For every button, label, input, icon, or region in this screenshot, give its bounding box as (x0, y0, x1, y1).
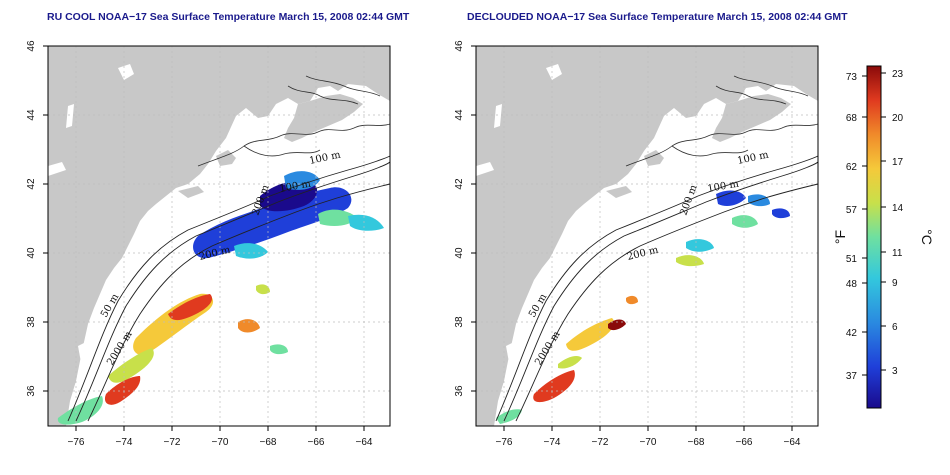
right-x-tick-label: −64 (784, 437, 801, 448)
left-y-tick-label: 40 (26, 247, 37, 259)
celsius-tick-label: 11 (892, 248, 903, 259)
left-x-tick-label: −70 (212, 437, 229, 448)
right-x-tick-label: −76 (496, 437, 513, 448)
fahrenheit-unit-label: °F (832, 230, 848, 244)
left-y-tick-label: 44 (26, 109, 37, 121)
fahrenheit-tick-label: 37 (846, 371, 858, 382)
left-x-tick-label: −66 (308, 437, 325, 448)
celsius-tick-label: 14 (892, 203, 904, 214)
celsius-tick-label: 17 (892, 157, 904, 168)
left-map-frame (47, 45, 391, 427)
right-x-tick-label: −74 (544, 437, 561, 448)
right-x-tick-label: −72 (592, 437, 609, 448)
right-y-tick-label: 46 (454, 40, 465, 52)
left-x-tick-label: −74 (116, 437, 133, 448)
right-y-tick-label: 40 (454, 247, 465, 259)
left-sst-overlay (57, 171, 384, 425)
celsius-tick-label: 23 (892, 69, 904, 80)
celsius-tick-label: 3 (892, 366, 898, 377)
fahrenheit-tick-label: 57 (846, 205, 858, 216)
right-tick-marks (471, 45, 793, 431)
right-x-tick-label: −70 (640, 437, 657, 448)
right-sst-overlay (496, 190, 790, 424)
fahrenheit-tick-label: 62 (846, 162, 858, 173)
left-y-tick-label: 42 (26, 178, 37, 190)
colorbar-tick-marks (862, 72, 886, 376)
right-y-tick-label: 42 (454, 178, 465, 190)
fahrenheit-tick-label: 42 (846, 328, 858, 339)
left-x-tick-label: −72 (164, 437, 181, 448)
fahrenheit-tick-label: 51 (846, 254, 858, 265)
right-y-tick-label: 44 (454, 109, 465, 121)
left-x-tick-label: −64 (356, 437, 373, 448)
colorbar-gradient (866, 65, 882, 409)
fahrenheit-tick-label: 48 (846, 279, 858, 290)
right-map-frame (475, 45, 819, 427)
left-x-tick-label: −68 (260, 437, 277, 448)
celsius-tick-label: 20 (892, 113, 904, 124)
temperature-colorbar: 73 68 62 57 51 48 42 37 23 20 17 14 11 9… (832, 65, 935, 409)
left-map-panel: 100 m 100 m 200 m 50 m 2000 m 200 m −76 … (26, 40, 391, 448)
fahrenheit-tick-label: 68 (846, 113, 858, 124)
fahrenheit-tick-label: 73 (846, 72, 858, 83)
left-y-tick-label: 38 (26, 316, 37, 328)
right-y-tick-label: 38 (454, 316, 465, 328)
right-x-tick-label: −66 (736, 437, 753, 448)
celsius-tick-label: 9 (892, 278, 898, 289)
left-y-tick-label: 36 (26, 385, 37, 397)
right-y-tick-label: 36 (454, 385, 465, 397)
left-y-tick-label: 46 (26, 40, 37, 52)
left-map-title: RU COOL NOAA−17 Sea Surface Temperature … (47, 11, 410, 23)
left-tick-marks (43, 45, 365, 431)
celsius-tick-label: 6 (892, 322, 898, 333)
right-map-panel: 100 m 100 m 200 m 50 m 2000 m 200 m −76 … (454, 40, 819, 448)
right-map-title: DECLOUDED NOAA−17 Sea Surface Temperatur… (467, 11, 848, 23)
left-x-tick-label: −76 (68, 437, 85, 448)
celsius-unit-label: °C (919, 229, 935, 245)
right-x-tick-label: −68 (688, 437, 705, 448)
